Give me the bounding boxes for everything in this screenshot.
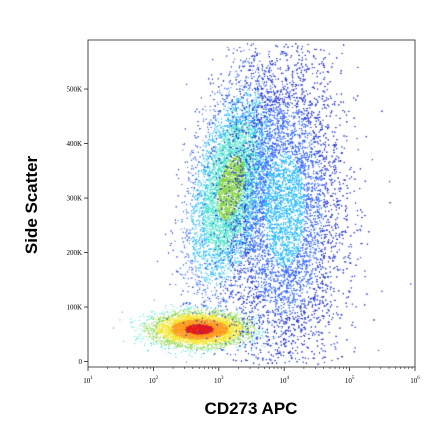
y-axis-ticks: 0 100K 200K 300K 400K 500K <box>66 86 88 366</box>
y-tick-label: 300K <box>66 195 82 203</box>
y-tick-label: 0 <box>79 358 83 366</box>
y-tick-label: 200K <box>66 249 82 257</box>
y-axis-title: Side Scatter <box>22 155 41 254</box>
x-tick-label: 101 <box>83 376 93 385</box>
x-axis-title: CD273 APC <box>205 399 298 418</box>
plot-border <box>87 39 416 368</box>
x-tick-label: 103 <box>214 376 224 385</box>
scatter-density-plot <box>88 40 415 367</box>
x-tick-label: 106 <box>410 376 420 385</box>
x-tick-label: 105 <box>345 376 355 385</box>
y-tick-label: 100K <box>66 304 82 312</box>
x-tick-label: 102 <box>149 376 159 385</box>
x-axis-ticks: 101 102 103 104 105 106 <box>83 367 420 385</box>
x-tick-label: 104 <box>279 376 289 385</box>
y-tick-label: 500K <box>66 86 82 94</box>
y-tick-label: 400K <box>66 140 82 148</box>
